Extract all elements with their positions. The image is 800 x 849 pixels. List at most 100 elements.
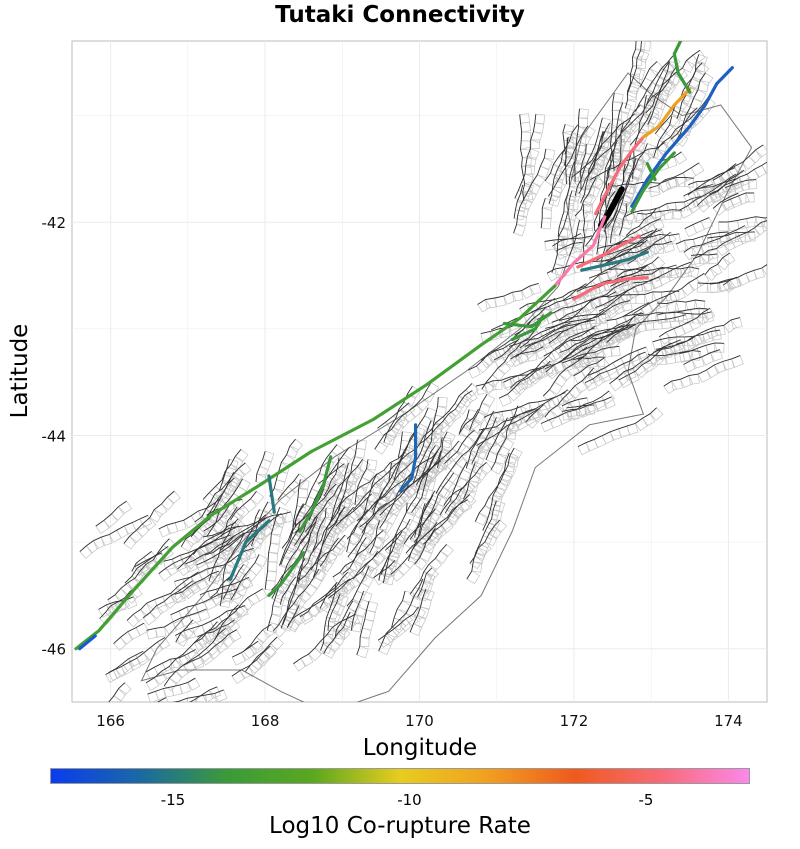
- fault-trace: [280, 521, 301, 565]
- rupture-segment: [398, 423, 418, 493]
- fault-trace: [676, 54, 700, 119]
- fault-patch: [131, 710, 142, 721]
- fault-trace: [334, 600, 354, 639]
- fault-trace: [605, 218, 661, 252]
- x-tick-label: 172: [560, 712, 589, 730]
- fault-trace: [474, 447, 515, 522]
- fault-trace: [513, 184, 524, 219]
- fault-trace: [546, 260, 609, 274]
- fault-trace: [483, 392, 566, 418]
- fault-patch: [127, 714, 139, 726]
- fault-trace: [557, 161, 575, 237]
- fault-trace: [590, 142, 665, 181]
- fault-trace: [633, 273, 705, 314]
- rupture-segment: [641, 87, 692, 139]
- fault-trace: [459, 408, 479, 433]
- x-tick-label: 166: [96, 712, 125, 730]
- fault-trace: [562, 124, 567, 166]
- fault-trace: [582, 323, 625, 351]
- fault-trace: [418, 390, 473, 445]
- fault-trace: [603, 194, 625, 233]
- fault-trace: [626, 41, 642, 95]
- rupture-segment: [576, 234, 642, 269]
- fault-patch: [74, 729, 87, 742]
- fault-trace: [298, 532, 312, 584]
- fault-trace: [397, 431, 403, 458]
- fault-trace: [577, 407, 657, 448]
- fault-patch: [162, 712, 171, 722]
- rupture-segment: [228, 519, 271, 581]
- fault-trace: [378, 578, 424, 652]
- fault-trace: [170, 588, 238, 616]
- fault-trace: [593, 150, 613, 231]
- fault-trace: [525, 404, 544, 423]
- fault-trace: [293, 613, 356, 665]
- fault-trace: [219, 556, 231, 606]
- fault-trace: [327, 594, 341, 631]
- fault-trace: [414, 527, 436, 565]
- map-panel: 166 168 170 172 174 -42 -44 -46 Longitude Lati…: [7, 40, 768, 760]
- fault-trace: [475, 364, 552, 387]
- fault-trace: [282, 577, 300, 625]
- fault-patch: [106, 732, 118, 744]
- fault-trace: [603, 228, 658, 265]
- colorbar-tick-label: -5: [638, 791, 654, 809]
- rupture-segment: [580, 250, 649, 272]
- fault-trace: [632, 261, 691, 284]
- fault-trace: [390, 522, 438, 575]
- fault-trace: [617, 264, 648, 277]
- fault-trace: [220, 506, 238, 538]
- fault-trace: [320, 584, 337, 651]
- fault-patch: [160, 717, 172, 729]
- fault-trace: [354, 459, 369, 505]
- fault-patch: [129, 719, 138, 729]
- fault-trace: [158, 497, 222, 530]
- fault-trace: [481, 330, 535, 390]
- fault-patch: [151, 727, 164, 740]
- y-tick-label: -44: [42, 427, 67, 445]
- fault-patch: [180, 709, 192, 721]
- rupture-segment: [672, 41, 692, 94]
- fault-trace: [131, 551, 152, 572]
- fault-trace: [183, 629, 237, 666]
- fault-trace: [610, 158, 637, 244]
- fault-patch: [131, 709, 142, 720]
- fault-patch: [114, 729, 126, 741]
- rupture-segment: [267, 551, 306, 597]
- fault-trace: [645, 64, 678, 114]
- fault-patch: [159, 719, 169, 729]
- fault-trace: [105, 637, 166, 675]
- fault-trace: [383, 385, 413, 443]
- fault-patch: [97, 736, 106, 745]
- fault-trace: [202, 449, 242, 500]
- fault-trace: [443, 462, 487, 506]
- fault-trace: [576, 279, 612, 292]
- fault-trace: [208, 518, 239, 582]
- fault-trace: [353, 518, 411, 580]
- fault-patch: [126, 729, 137, 740]
- fault-trace: [416, 449, 439, 493]
- fault-trace: [264, 507, 281, 590]
- fault-trace: [570, 323, 636, 342]
- fault-patch: [81, 730, 94, 743]
- fault-trace: [562, 345, 620, 364]
- fault-patch: [140, 720, 151, 731]
- fault-trace: [350, 591, 365, 631]
- fault-trace: [439, 461, 468, 516]
- fault-patch: [181, 703, 193, 715]
- fault-trace: [346, 566, 370, 607]
- fault-trace: [648, 162, 700, 189]
- fault-trace: [544, 367, 595, 418]
- fault-trace: [561, 397, 588, 407]
- fault-trace: [190, 472, 235, 538]
- fault-trace: [422, 440, 460, 475]
- fault-trace: [312, 495, 345, 578]
- fault-trace: [670, 107, 698, 140]
- fault-trace: [510, 349, 555, 389]
- fault-trace: [598, 276, 660, 312]
- rupture-segment: [510, 314, 545, 342]
- fault-trace: [185, 535, 234, 565]
- fault-trace: [294, 522, 307, 546]
- fault-trace: [113, 622, 145, 644]
- x-tick-label: 174: [714, 712, 743, 730]
